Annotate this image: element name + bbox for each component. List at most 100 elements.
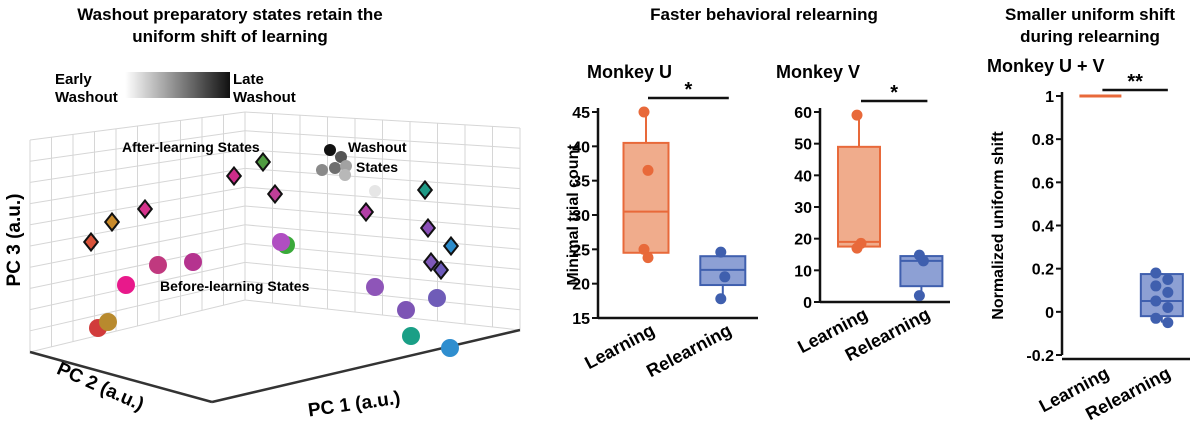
y-tick-label: 1	[1045, 89, 1054, 106]
grid-line	[244, 261, 521, 291]
grid-line	[29, 299, 246, 353]
gradient-late-label-2: Washout	[233, 89, 296, 106]
y-tick-label: 0	[1045, 305, 1054, 322]
data-point	[851, 109, 863, 121]
before-learning-point	[149, 256, 167, 274]
data-point	[715, 246, 727, 258]
significance-marker: *	[685, 79, 693, 101]
data-point	[1162, 317, 1174, 329]
y-tick-label: 40	[572, 139, 590, 156]
after-learning-point	[136, 198, 154, 220]
box-plot-monkey-uv: Monkey U + V -0.2 0 0.2 0.4 0.6 0.8 1 Normalized…	[987, 56, 1190, 424]
gradient-early-label-2: Washout	[55, 89, 118, 106]
significance-marker: **	[1127, 71, 1143, 93]
data-point	[638, 243, 650, 255]
middle-title: Faster behavioral relearning	[650, 5, 878, 24]
grid-line	[29, 205, 246, 247]
pca-title-line2: uniform shift of learning	[132, 27, 328, 46]
after-learning-point	[357, 201, 375, 223]
y-tick-label: 20	[572, 277, 590, 294]
after-learning-point	[442, 235, 460, 257]
grid-line	[29, 224, 246, 268]
grid-line	[29, 280, 246, 332]
washout-point	[369, 185, 381, 197]
subplot-title: Monkey U	[587, 62, 672, 82]
after-learning-point	[103, 211, 121, 233]
y-tick-label: 0.8	[1032, 132, 1054, 149]
data-point	[1150, 280, 1162, 292]
data-point	[642, 252, 654, 264]
y-tick-label: 0	[803, 295, 812, 312]
data-point	[719, 271, 731, 283]
y-tick-label: 25	[572, 242, 590, 259]
grid-line	[244, 299, 521, 331]
pc2-axis-label: PC 2 (a.u.)	[54, 358, 147, 415]
y-tick-label: 60	[794, 105, 812, 122]
before-learning-point	[428, 289, 446, 307]
x-category-label: Relearning	[643, 320, 735, 381]
washout-point	[335, 151, 347, 163]
before-learning-point	[184, 253, 202, 271]
pc1-axis-line	[211, 328, 521, 404]
subplot-title: Monkey V	[776, 62, 860, 82]
washout-states-label: Washout	[348, 139, 407, 155]
before-learning-point	[117, 276, 135, 294]
data-point	[851, 242, 863, 254]
gradient-early-label: Early	[55, 71, 92, 88]
y-tick-label: 30	[794, 200, 812, 217]
subplot-title: Monkey U + V	[987, 56, 1105, 76]
y-tick-label: 40	[794, 168, 812, 185]
after-learning-point	[266, 183, 284, 205]
y-axis-label: Normalized uniform shift	[990, 131, 1007, 320]
washout-gradient-bar	[125, 72, 230, 98]
y-axis-label: Minimal trial count	[565, 144, 582, 286]
pca-title-line1: Washout preparatory states retain the	[77, 5, 382, 24]
pca-panel: Washout preparatory states retain the un…	[4, 5, 521, 422]
pc1-axis-label: PC 1 (a.u.)	[307, 388, 402, 422]
box	[622, 141, 670, 254]
washout-states-label-2: States	[356, 159, 398, 175]
after-learning-point	[419, 217, 437, 239]
right-title-line2: during relearning	[1020, 27, 1160, 46]
after-learning-point	[225, 165, 243, 187]
pc3-axis-label: PC 3 (a.u.)	[4, 194, 25, 287]
data-point	[715, 293, 727, 305]
data-point	[642, 164, 654, 176]
data-point	[1150, 295, 1162, 307]
y-tick-label: 50	[794, 137, 812, 154]
pc2-axis-line	[29, 350, 213, 404]
before-learning-point	[397, 301, 415, 319]
after-learning-point	[432, 259, 450, 281]
after-learning-point	[422, 251, 440, 273]
grid-line	[244, 205, 521, 230]
after-learning-point	[254, 151, 272, 173]
data-point	[638, 106, 650, 118]
y-tick-label: 0.6	[1032, 175, 1054, 192]
after-learning-point	[416, 179, 434, 201]
y-tick-label: 0.2	[1032, 262, 1054, 279]
y-tick-label: 20	[794, 232, 812, 249]
before-learning-point	[272, 233, 290, 251]
data-point	[1162, 273, 1174, 285]
grid-line	[244, 224, 521, 250]
washout-point	[329, 162, 341, 174]
box	[1139, 273, 1184, 318]
data-point	[1162, 302, 1174, 314]
y-tick-label: 35	[572, 174, 590, 191]
washout-point	[316, 164, 328, 176]
before-learning-point	[99, 313, 117, 331]
washout-point	[324, 144, 336, 156]
grid-line	[244, 280, 521, 311]
y-tick-label: 45	[572, 105, 590, 122]
washout-point	[339, 169, 351, 181]
grid-line	[29, 243, 246, 289]
box-plot-monkey-u: Monkey U 15 20 25 30 35 40 45 Minimal trial coun…	[565, 62, 758, 381]
y-tick-label: 30	[572, 208, 590, 225]
box	[837, 145, 881, 248]
gradient-late-label: Late	[233, 71, 264, 88]
before-learning-label: Before-learning States	[160, 278, 310, 294]
before-learning-point	[402, 327, 420, 345]
right-title-line1: Smaller uniform shift	[1005, 5, 1175, 24]
after-learning-point	[82, 231, 100, 253]
